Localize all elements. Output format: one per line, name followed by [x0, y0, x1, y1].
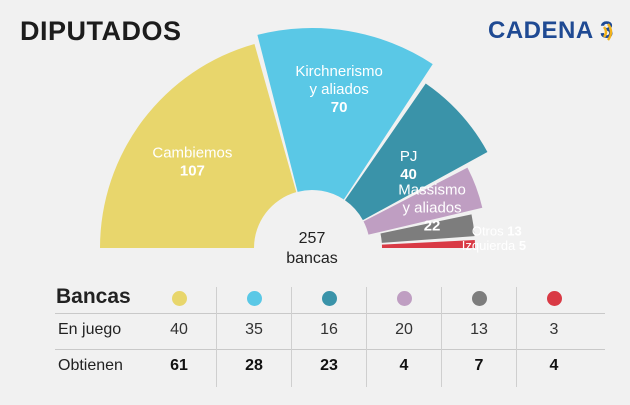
slice-cambiemos — [100, 43, 297, 249]
table-divider — [55, 313, 605, 314]
slice-label: Kirchnerismo — [295, 63, 383, 80]
table-cell: 4 — [399, 357, 409, 374]
table-cell: 35 — [245, 321, 263, 338]
slice-label: Cambiemos — [152, 144, 232, 161]
total-seats-value: 257 — [299, 230, 326, 247]
table-row-label: Obtienen — [58, 357, 123, 374]
table-header-label: Bancas — [56, 285, 131, 308]
table-row: En juego 40 35 16 20 13 3 — [0, 319, 630, 351]
slice-value: 22 — [424, 218, 441, 235]
table-cell: 61 — [170, 357, 188, 374]
total-seats-label: bancas — [286, 250, 338, 267]
slice-label: Otros 13 — [472, 224, 522, 239]
table-row-label: En juego — [58, 321, 122, 338]
legend-dot — [172, 291, 187, 306]
table-cell: 20 — [395, 321, 413, 338]
table-row: Obtienen 61 28 23 4 7 4 — [0, 355, 630, 387]
slice-label: y aliados — [402, 200, 461, 217]
slice-kirchnerismo-y-aliados — [257, 28, 433, 200]
table-cell: 28 — [245, 357, 263, 374]
table-column-divider — [216, 287, 217, 387]
table-column-divider — [516, 287, 517, 387]
table-cell: 3 — [549, 321, 559, 338]
page-title: DIPUTADOS — [20, 16, 182, 46]
table-divider — [55, 349, 605, 350]
slice-pj — [344, 83, 488, 221]
slice-value: 5 — [519, 238, 526, 253]
table-cell: 23 — [320, 357, 338, 374]
slice-massismo-y-aliados — [363, 167, 483, 235]
legend-dot — [247, 291, 262, 306]
table-cell: 4 — [549, 357, 559, 374]
legend-dot — [397, 291, 412, 306]
slice-label: Izquierda 5 — [462, 238, 526, 253]
chart-center-hole — [260, 196, 364, 290]
table-cell: 7 — [474, 357, 484, 374]
table-column-divider — [441, 287, 442, 387]
table-column-divider — [291, 287, 292, 387]
brand-logo: CADENA 3 — [488, 17, 614, 44]
slice-value: 13 — [507, 224, 521, 239]
legend-dot — [472, 291, 487, 306]
slice-label: y aliados — [310, 81, 369, 98]
slice-label: Massismo — [398, 182, 466, 199]
table-cell: 16 — [320, 321, 338, 338]
slice-value: 40 — [400, 166, 417, 183]
table-cell: 13 — [470, 321, 488, 338]
broadcast-wave-icon — [603, 23, 613, 41]
slice-value: 70 — [331, 99, 348, 116]
slice-otros — [380, 214, 475, 243]
table-header-row: Bancas — [0, 283, 630, 315]
legend-dot — [547, 291, 562, 306]
legend-dot — [322, 291, 337, 306]
table-column-divider — [366, 287, 367, 387]
table-cell: 40 — [170, 321, 188, 338]
slice-value: 107 — [180, 162, 205, 179]
slice-izquierda — [381, 239, 476, 248]
slice-label: PJ — [400, 148, 418, 165]
